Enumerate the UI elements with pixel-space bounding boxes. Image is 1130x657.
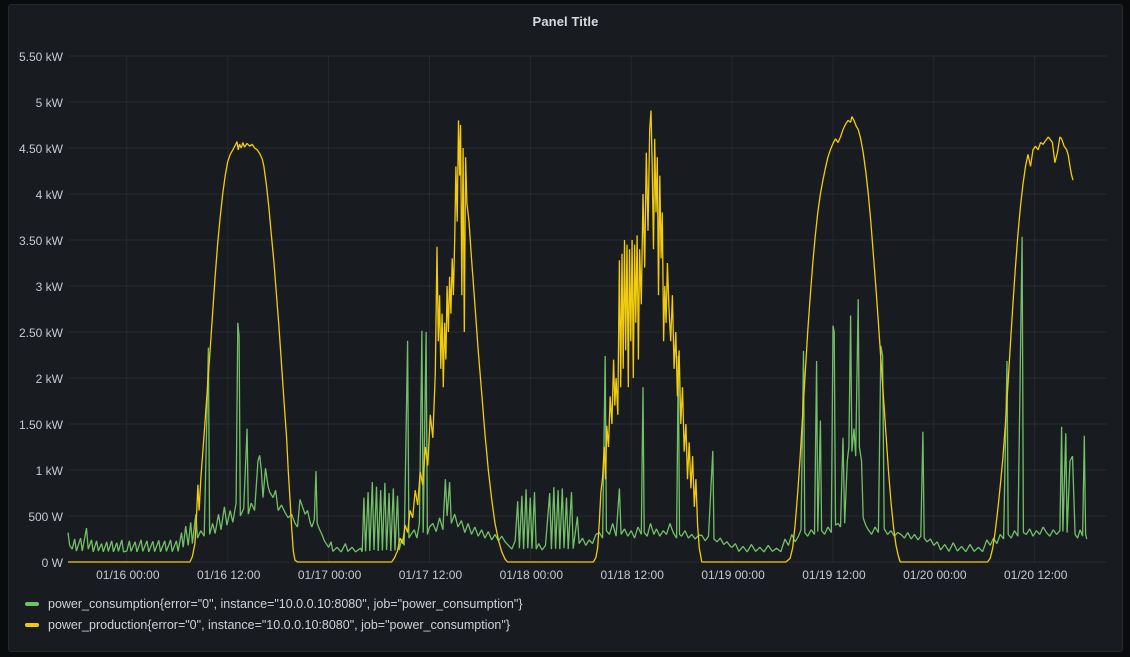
y-tick-label: 2 kW [35, 372, 63, 386]
series-lines[interactable] [67, 110, 1088, 563]
y-tick-label: 2.50 kW [18, 326, 63, 340]
y-tick-label: 1.50 kW [18, 418, 63, 432]
x-tick-label: 01/18 12:00 [600, 568, 664, 582]
legend-swatch-production-icon [25, 622, 39, 627]
legend-swatch-consumption-icon [25, 601, 39, 606]
x-tick-label: 01/19 12:00 [802, 568, 866, 582]
y-tick-label: 0 W [41, 556, 63, 570]
x-tick-label: 01/17 12:00 [398, 568, 463, 582]
x-tick-label: 01/18 00:00 [499, 568, 564, 582]
legend-label-production[interactable]: power_production{error="0", instance="10… [48, 617, 510, 632]
legend-item-power-production[interactable]: power_production{error="0", instance="10… [25, 614, 523, 635]
panel-title[interactable]: Panel Title [532, 14, 599, 29]
y-tick-label: 500 W [28, 510, 63, 524]
y-tick-label: 5 kW [35, 96, 63, 110]
x-tick-label: 01/16 00:00 [96, 568, 160, 582]
x-tick-label: 01/17 00:00 [297, 568, 362, 582]
x-tick-label: 01/20 00:00 [903, 568, 967, 582]
legend-label-consumption[interactable]: power_consumption{error="0", instance="1… [48, 596, 523, 611]
x-tick-label: 01/20 12:00 [1004, 568, 1068, 582]
x-tick-label: 01/16 12:00 [197, 568, 261, 582]
y-tick-label: 1 kW [35, 464, 63, 478]
y-tick-label: 4 kW [35, 188, 63, 202]
y-tick-label: 4.50 kW [18, 142, 63, 156]
series-line-power-production[interactable] [68, 110, 1074, 563]
x-tick-label: 01/19 00:00 [701, 568, 765, 582]
y-tick-label: 3 kW [35, 280, 63, 294]
series-line-power-consumption[interactable] [67, 236, 1088, 553]
y-tick-label: 3.50 kW [18, 234, 63, 248]
legend: power_consumption{error="0", instance="1… [25, 593, 523, 635]
grafana-panel: Panel Title 0 W 500 W 1 kW 1.50 kW 2 kW 2.50 … [8, 4, 1123, 652]
legend-item-power-consumption[interactable]: power_consumption{error="0", instance="1… [25, 593, 523, 614]
gridlines [68, 55, 1107, 563]
y-tick-label: 5.50 kW [18, 50, 63, 64]
chart-svg[interactable] [8, 4, 1130, 650]
